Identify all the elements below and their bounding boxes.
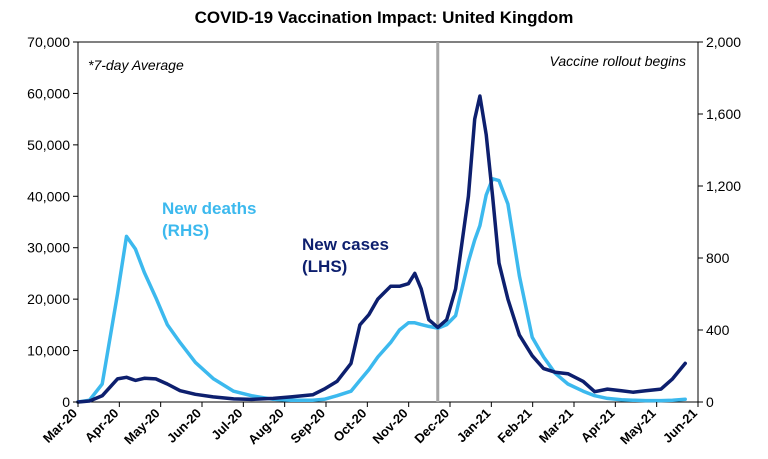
x-tick-label: Feb-21: [495, 406, 535, 446]
x-tick-label: Nov-20: [370, 406, 411, 447]
cases-label-line2: (LHS): [302, 257, 347, 276]
chart-title: COVID-19 Vaccination Impact: United King…: [195, 8, 574, 27]
left-tick-label: 40,000: [27, 188, 70, 204]
x-tick-label: Jul-20: [208, 406, 245, 443]
x-tick-label: Apr-21: [578, 406, 618, 446]
x-tick-label: May-21: [617, 406, 659, 448]
right-tick-label: 800: [706, 250, 730, 266]
right-axis: 0 400 800 1,200 1,600 2,000: [698, 34, 741, 410]
x-tick-label: Jan-21: [454, 406, 494, 446]
right-tick-label: 1,200: [706, 178, 741, 194]
average-note: *7-day Average: [88, 57, 184, 73]
series-line-new-cases: [76, 94, 687, 404]
left-tick-label: 20,000: [27, 291, 70, 307]
x-tick-label: Jun-20: [164, 406, 204, 446]
left-tick-label: 70,000: [27, 34, 70, 50]
right-tick-label: 2,000: [706, 34, 741, 50]
cases-label-line1: New cases: [302, 235, 389, 254]
x-tick-label: Apr-20: [82, 406, 122, 446]
x-tick-label: Dec-20: [411, 406, 452, 447]
left-tick-label: 30,000: [27, 240, 70, 256]
right-tick-label: 0: [706, 394, 714, 410]
series-line-new-deaths: [76, 177, 687, 404]
x-tick-label: Oct-20: [330, 406, 369, 445]
left-tick-label: 60,000: [27, 85, 70, 101]
x-axis: Mar-20 Apr-20 May-20 Jun-20 Jul-20 Aug-20 Sep-…: [40, 402, 700, 447]
x-tick-label: Sep-20: [287, 406, 328, 447]
right-tick-label: 400: [706, 322, 730, 338]
right-tick-label: 1,600: [706, 106, 741, 122]
left-tick-label: 10,000: [27, 343, 70, 359]
series-lines: [76, 94, 687, 404]
left-tick-label: 0: [62, 394, 70, 410]
rollout-note: Vaccine rollout begins: [550, 53, 686, 69]
x-tick-label: Jun-21: [660, 406, 700, 446]
deaths-label-line2: (RHS): [162, 221, 209, 240]
x-tick-label: Aug-20: [245, 406, 287, 448]
deaths-label-line1: New deaths: [162, 199, 256, 218]
x-tick-label: Mar-20: [40, 406, 80, 446]
left-tick-label: 50,000: [27, 137, 70, 153]
left-axis: 0 10,000 20,000 30,000 40,000 50,000 60,000 70,…: [27, 34, 78, 410]
x-tick-label: May-20: [121, 406, 163, 448]
x-tick-label: Mar-21: [536, 406, 576, 446]
plot-frame: [77, 41, 699, 403]
